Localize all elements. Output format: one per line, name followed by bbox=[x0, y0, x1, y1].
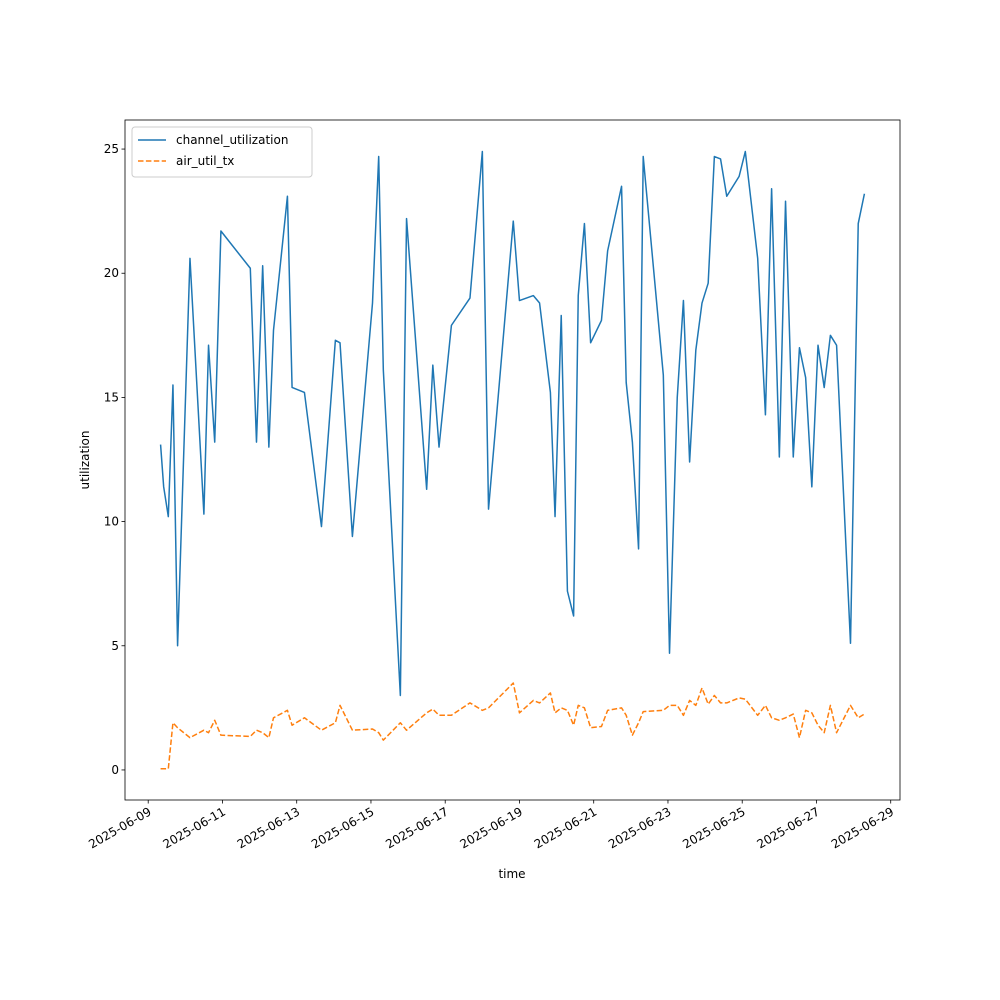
series-line bbox=[159, 150, 866, 697]
x-tick-label: 2025-06-19 bbox=[458, 804, 525, 851]
series-line bbox=[160, 682, 865, 770]
x-axis-label: time bbox=[498, 867, 525, 881]
x-tick-label: 2025-06-21 bbox=[532, 804, 599, 851]
legend-label: channel_utilization bbox=[176, 133, 288, 147]
x-tick-label: 2025-06-27 bbox=[755, 804, 822, 851]
plot-frame bbox=[124, 119, 901, 801]
x-tick-label: 2025-06-29 bbox=[829, 804, 896, 851]
y-tick-label: 15 bbox=[104, 390, 119, 404]
x-tick-label: 2025-06-23 bbox=[606, 804, 673, 851]
y-tick-label: 10 bbox=[104, 515, 119, 529]
y-tick-label: 5 bbox=[111, 639, 119, 653]
x-tick-label: 2025-06-13 bbox=[235, 804, 302, 851]
x-tick-label: 2025-06-17 bbox=[383, 804, 450, 851]
y-tick-label: 20 bbox=[104, 266, 119, 280]
x-tick-label: 2025-06-15 bbox=[309, 804, 376, 851]
legend-label: air_util_tx bbox=[176, 154, 234, 168]
y-tick-label: 0 bbox=[111, 763, 119, 777]
legend-box bbox=[131, 126, 313, 178]
y-tick-label: 25 bbox=[104, 142, 119, 156]
x-tick-label: 2025-06-25 bbox=[680, 804, 747, 851]
y-axis-label: utilization bbox=[78, 431, 92, 490]
x-tick-label: 2025-06-09 bbox=[86, 804, 153, 851]
x-tick-label: 2025-06-11 bbox=[161, 804, 228, 851]
legend: channel_utilization air_util_tx bbox=[131, 126, 313, 178]
